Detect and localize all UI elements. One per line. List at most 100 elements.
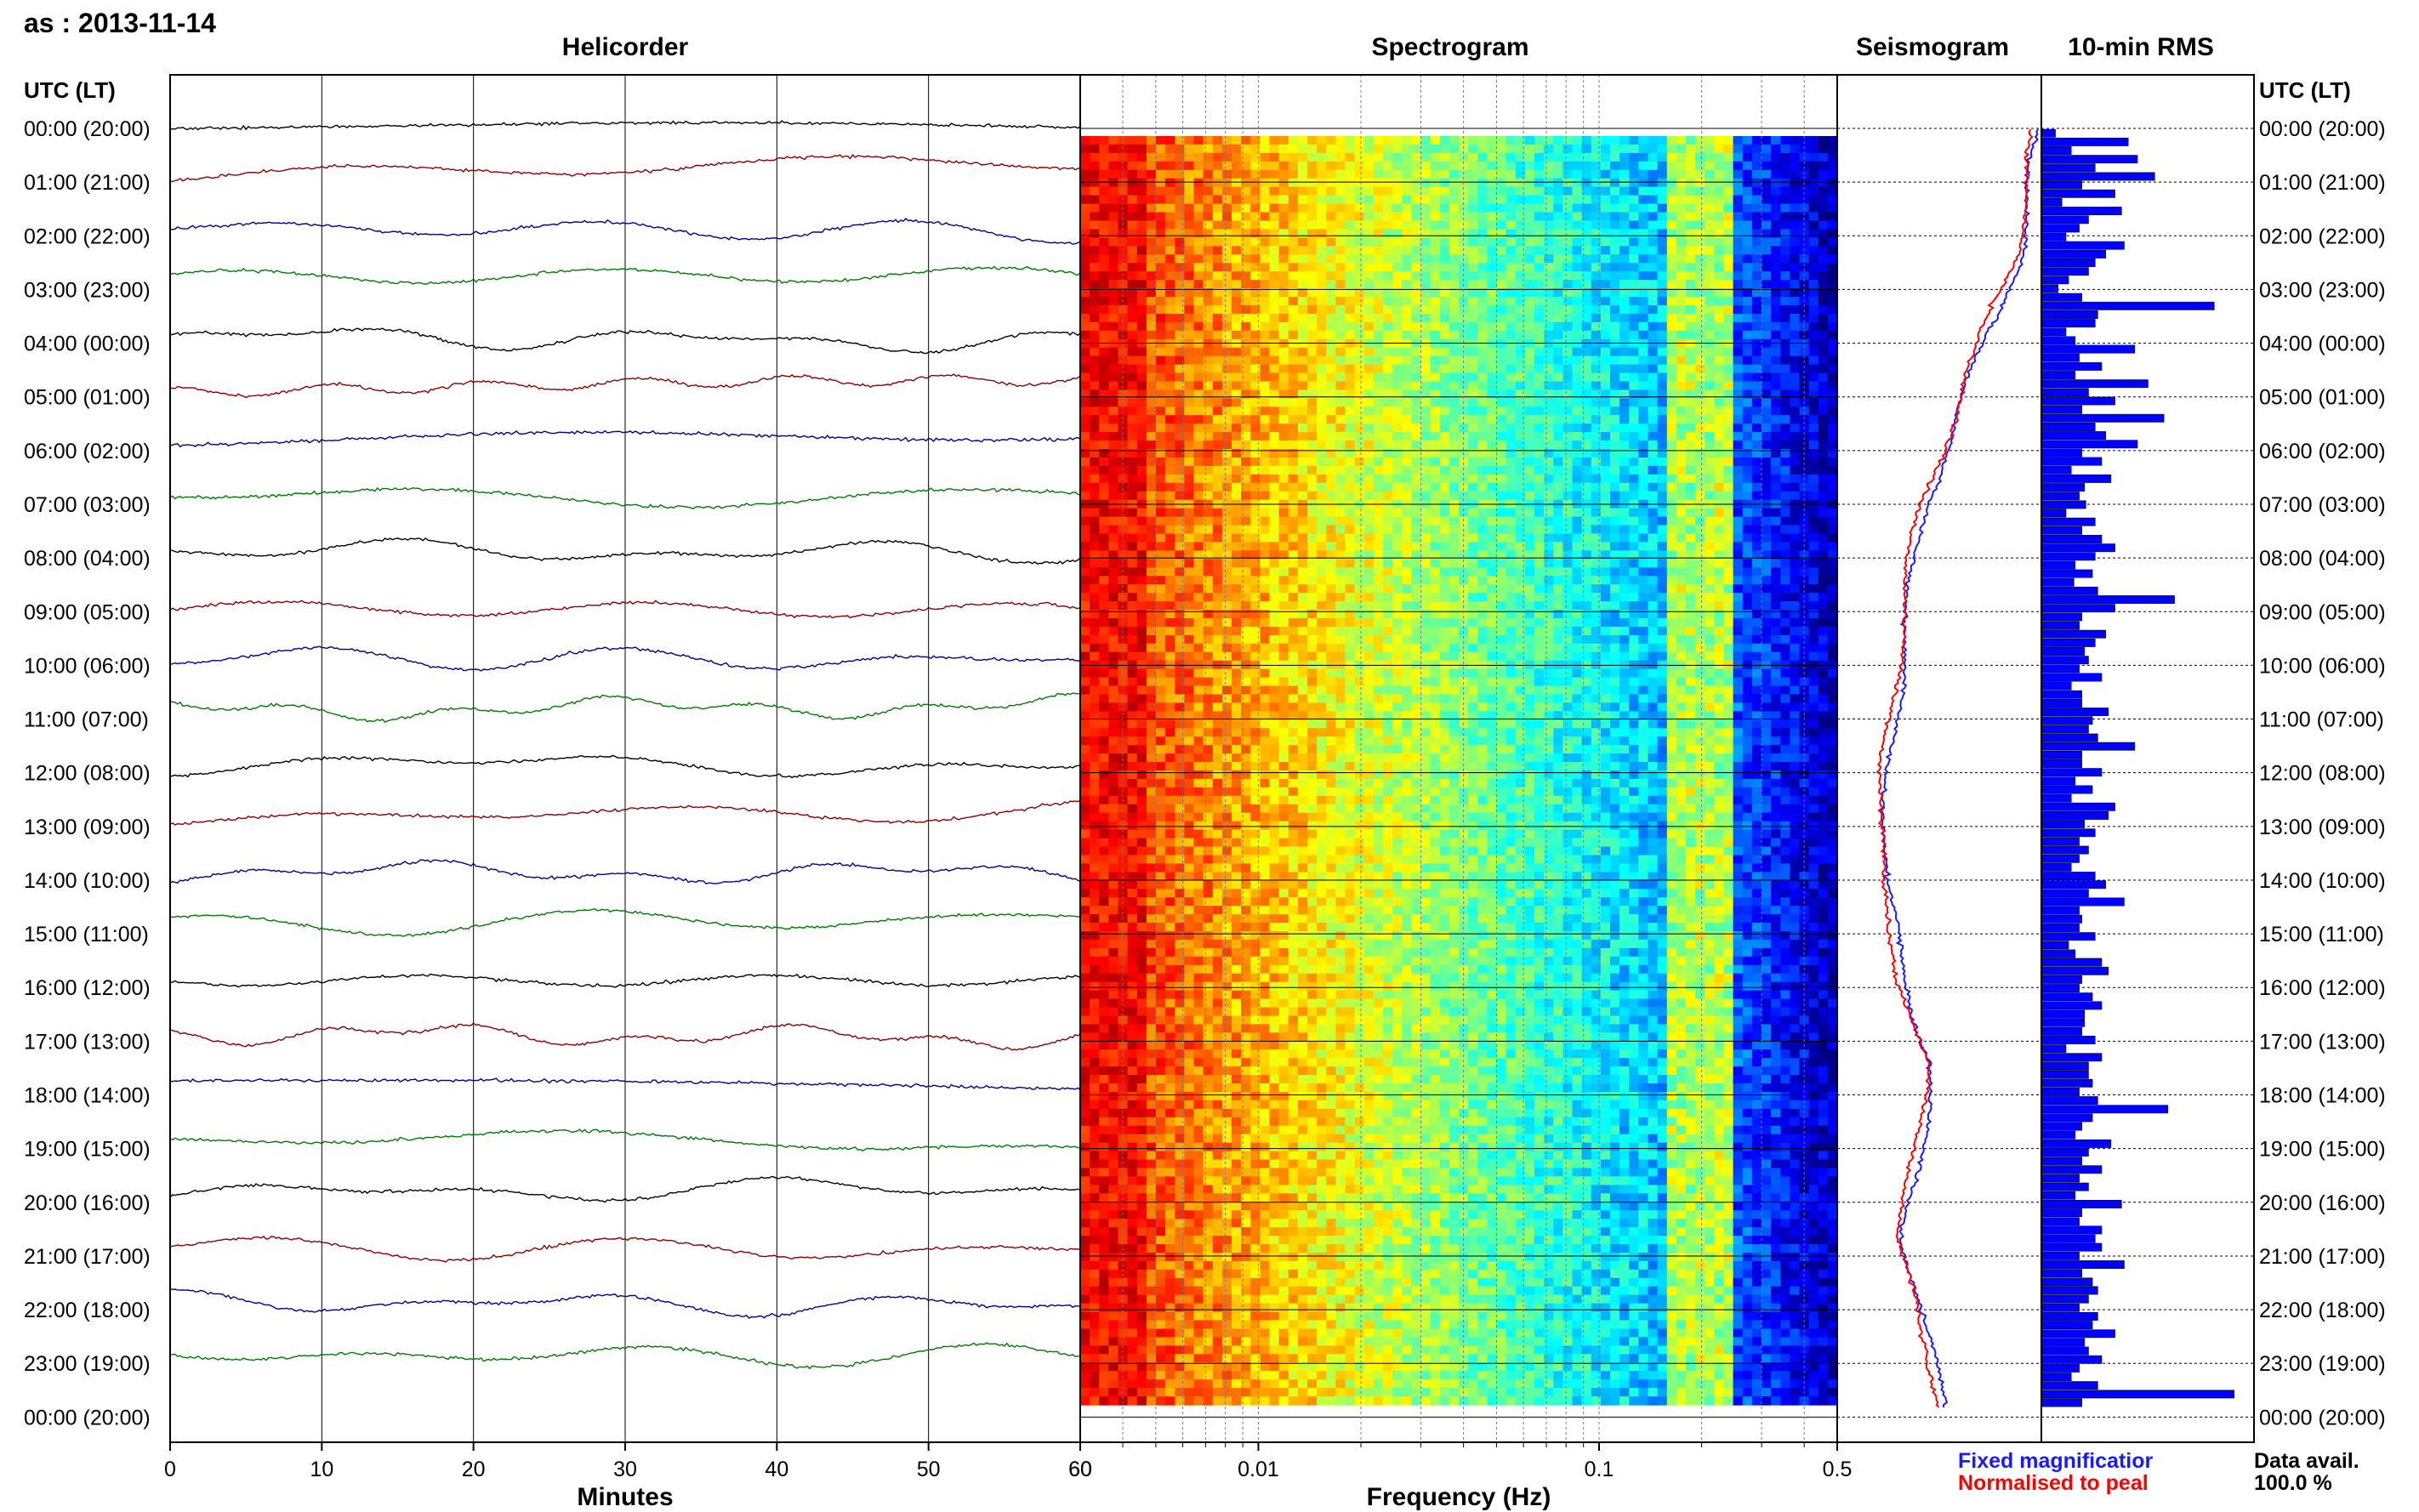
- spectrogram-cell: [1439, 441, 1450, 450]
- spectrogram-cell: [1411, 634, 1422, 645]
- spectrogram-cell: [1733, 297, 1744, 306]
- spectrogram-cell: [1241, 389, 1251, 399]
- spectrogram-cell: [1269, 584, 1280, 594]
- helicorder-panel: 0 10 20 30 40 50 60: [164, 74, 1092, 1481]
- spectrogram-cell: [1771, 610, 1781, 619]
- spectrogram-cell: [1221, 246, 1232, 255]
- spectrogram-cell: [1335, 618, 1346, 628]
- spectrogram-cell: [1751, 533, 1762, 543]
- spectrogram-cell: [1411, 406, 1422, 416]
- spectrogram-cell: [1402, 525, 1412, 535]
- spectrogram-cell: [1345, 491, 1356, 501]
- spectrogram-cell: [1108, 550, 1119, 560]
- spectrogram-cell: [1269, 229, 1280, 238]
- spectrogram-cell: [1591, 618, 1602, 628]
- spectrogram-cell: [1790, 533, 1801, 543]
- spectrogram-cell: [1449, 195, 1460, 205]
- spectrogram-cell: [1402, 280, 1412, 289]
- spectrogram-cell: [1742, 169, 1753, 179]
- spectrogram-cell: [1808, 634, 1819, 645]
- spectrogram-cell: [1733, 321, 1744, 332]
- spectrogram-cell: [1326, 304, 1336, 315]
- spectrogram-cell: [1780, 389, 1790, 399]
- spectrogram-cell: [1657, 144, 1668, 154]
- spectrogram-cell: [1203, 533, 1214, 543]
- spectrogram-cell: [1430, 144, 1441, 154]
- spectrogram-cell: [1250, 330, 1261, 340]
- spectrogram-cell: [1468, 643, 1478, 653]
- spectrogram-cell: [1742, 161, 1753, 171]
- spectrogram-cell: [1354, 432, 1365, 441]
- spectrogram-cell: [1373, 525, 1384, 535]
- spectrogram-cell: [1221, 136, 1232, 145]
- spectrogram-cell: [1581, 508, 1592, 518]
- spectrogram-cell: [1505, 178, 1517, 188]
- spectrogram-cell: [1080, 432, 1090, 441]
- spectrogram-cell: [1363, 643, 1375, 653]
- spectrogram-cell: [1733, 516, 1744, 526]
- spectrogram-cell: [1496, 533, 1507, 543]
- spectrogram-cell: [1420, 593, 1431, 602]
- time-label-right: 16:00 (12:00): [2259, 976, 2386, 1000]
- spectrogram-cell: [1686, 288, 1696, 298]
- spectrogram-cell: [1288, 610, 1299, 619]
- spectrogram-cell: [1383, 643, 1393, 653]
- spectrogram-cell: [1165, 212, 1175, 222]
- spectrogram-cell: [1686, 381, 1696, 391]
- spectrogram-cell: [1383, 423, 1393, 433]
- spectrogram-cell: [1600, 525, 1611, 535]
- spectrogram-cell: [1317, 441, 1327, 450]
- spectrogram-cell: [1496, 458, 1507, 467]
- spectrogram-cell: [1808, 364, 1819, 374]
- spectrogram-cell: [1203, 372, 1214, 383]
- spectrogram-cell: [1127, 415, 1138, 424]
- spectrogram-cell: [1780, 542, 1790, 551]
- spectrogram-cell: [1619, 355, 1630, 366]
- spectrogram-cell: [1515, 364, 1526, 374]
- spectrogram-cell: [1610, 280, 1620, 289]
- spectrogram-cell: [1127, 280, 1138, 289]
- spectrogram-cell: [1297, 144, 1308, 154]
- spectrogram-cell: [1221, 559, 1232, 568]
- spectrogram-cell: [1629, 465, 1639, 475]
- spectrogram-cell: [1146, 263, 1157, 272]
- spectrogram-cell: [1250, 355, 1261, 366]
- spectrogram-cell: [1411, 237, 1422, 247]
- spectrogram-cell: [1780, 169, 1790, 179]
- spectrogram-cell: [1657, 220, 1668, 230]
- spectrogram-cell: [1232, 643, 1242, 653]
- spectrogram-cell: [1723, 330, 1734, 340]
- spectrogram-cell: [1733, 136, 1744, 145]
- spectrogram-cell: [1534, 593, 1545, 602]
- spectrogram-cell: [1203, 237, 1214, 247]
- spectrogram-cell: [1676, 321, 1687, 332]
- spectrogram-cell: [1572, 381, 1583, 391]
- spectrogram-cell: [1221, 626, 1232, 636]
- spectrogram-cell: [1165, 508, 1175, 518]
- spectrogram-cell: [1449, 508, 1460, 518]
- spectrogram-cell: [1648, 186, 1659, 196]
- spectrogram-cell: [1108, 634, 1119, 645]
- spectrogram-cell: [1099, 237, 1109, 247]
- spectrogram-cell: [1771, 288, 1781, 298]
- spectrogram-cell: [1260, 144, 1271, 154]
- spectrogram-cell: [1080, 508, 1090, 518]
- spectrogram-cell: [1269, 441, 1280, 450]
- time-label-left: 07:00 (03:00): [24, 493, 151, 517]
- spectrogram-cell: [1288, 288, 1299, 298]
- spectrogram-cell: [1175, 237, 1185, 247]
- spectrogram-cell: [1591, 525, 1602, 535]
- spectrogram-cell: [1505, 229, 1517, 238]
- spectrogram-cell: [1714, 381, 1725, 391]
- spectrogram-cell: [1250, 347, 1261, 357]
- spectrogram-cell: [1572, 220, 1583, 230]
- spectrogram-cell: [1808, 516, 1819, 526]
- spectrogram-cell: [1184, 178, 1195, 188]
- spectrogram-cell: [1534, 237, 1545, 247]
- spectrogram-cell: [1771, 432, 1781, 441]
- spectrogram-cell: [1666, 169, 1677, 179]
- spectrogram-cell: [1099, 144, 1109, 154]
- spectrogram-cell: [1771, 152, 1781, 162]
- spectrogram-cell: [1430, 406, 1441, 416]
- spectrogram-cell: [1392, 304, 1403, 315]
